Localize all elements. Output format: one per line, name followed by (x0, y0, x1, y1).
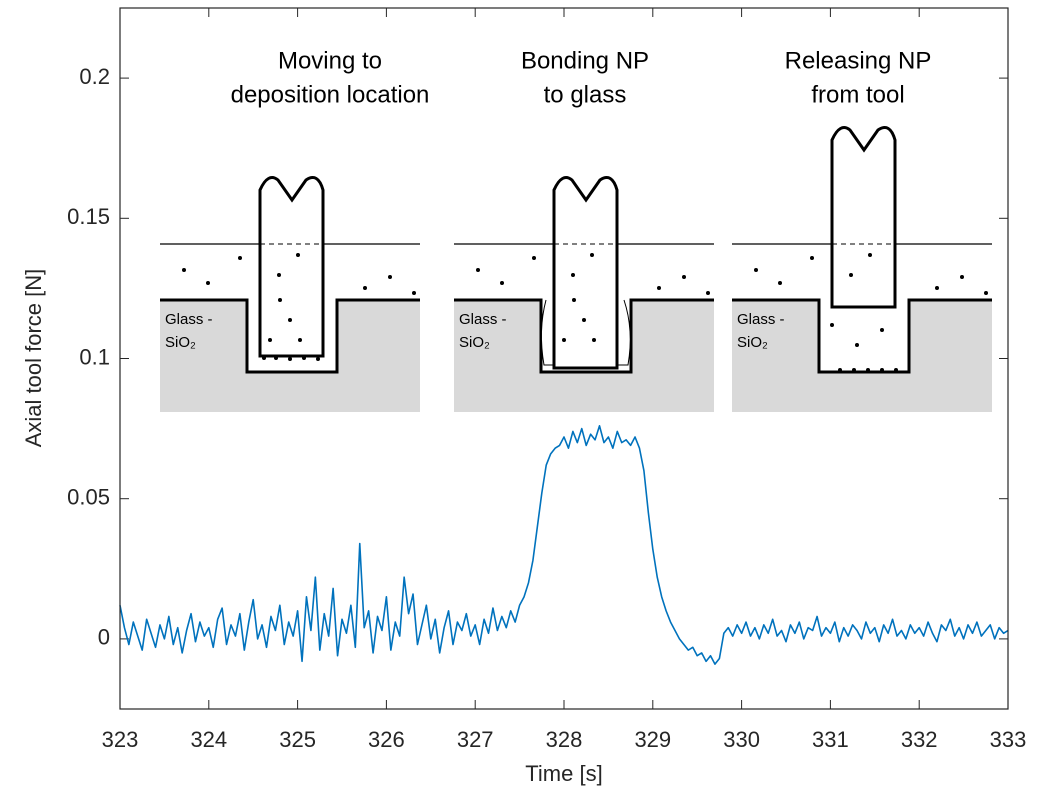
x-tick-label: 330 (723, 727, 760, 752)
inset-moving: Glass - SiO₂ (160, 176, 420, 412)
data-line (119, 425, 1009, 665)
x-tick-label: 323 (102, 727, 139, 752)
y-tick-label: 0.2 (79, 64, 110, 89)
y-axis-label: Axial tool force [N] (21, 269, 46, 448)
material-label: Glass - (165, 311, 213, 328)
annotation: Releasing NP (785, 47, 932, 74)
x-tick-label: 327 (457, 727, 494, 752)
plot-frame (119, 7, 1009, 710)
x-tick-label: 326 (368, 727, 405, 752)
annotation: from tool (811, 81, 904, 108)
inset-releasing: Glass - SiO₂ (732, 126, 992, 412)
x-tick-label: 333 (990, 727, 1027, 752)
material-label: Glass - (459, 311, 507, 328)
x-tick-label: 332 (901, 727, 938, 752)
x-tick-label: 329 (634, 727, 671, 752)
material-label: SiO₂ (737, 334, 768, 351)
material-label: SiO₂ (459, 334, 490, 351)
x-tick-label: 325 (279, 727, 316, 752)
y-tick-label: 0.1 (79, 344, 110, 369)
y-tick-label: 0.05 (67, 485, 110, 510)
insets: Glass - SiO₂ Glass - SiO₂ Glass - SiO₂ (160, 126, 992, 412)
annotation: deposition location (231, 81, 430, 108)
annotation: Moving to (278, 47, 382, 74)
x-tick-label: 324 (190, 727, 227, 752)
material-label: SiO₂ (165, 334, 196, 351)
material-label: Glass - (737, 311, 785, 328)
x-tick-label: 331 (812, 727, 849, 752)
y-tick-label: 0 (98, 625, 110, 650)
y-tick-label: 0.15 (67, 204, 110, 229)
inset-bonding: Glass - SiO₂ (454, 176, 714, 412)
annotation: Bonding NP (521, 47, 649, 74)
x-tick-label: 328 (546, 727, 583, 752)
x-axis-label: Time [s] (525, 761, 602, 786)
annotation: to glass (544, 81, 627, 108)
